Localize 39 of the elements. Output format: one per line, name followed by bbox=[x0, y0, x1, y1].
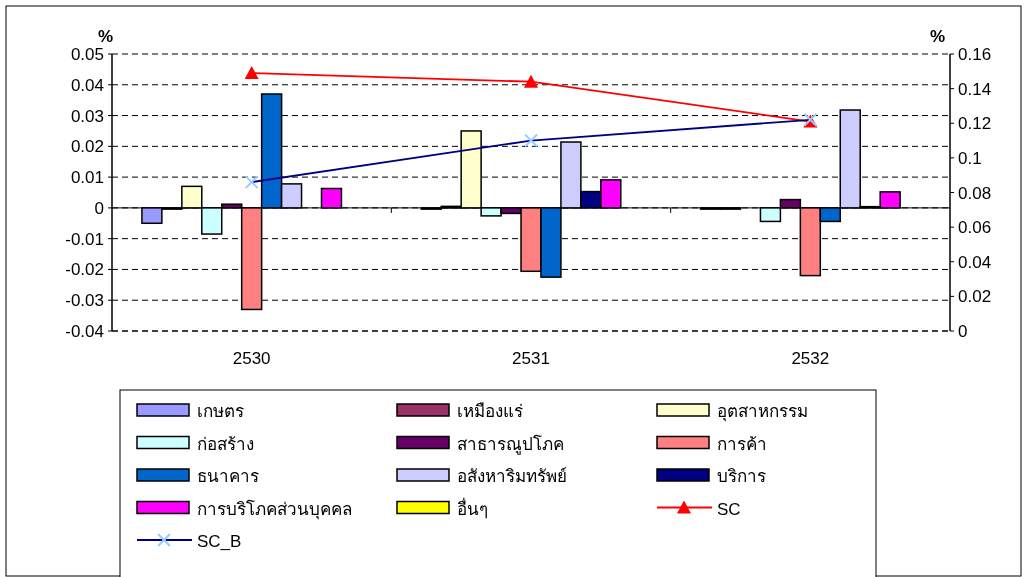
y2-tick-label: 0.16 bbox=[958, 45, 992, 64]
legend-label: ก่อสร้าง bbox=[197, 434, 254, 454]
y2-tick-label: 0.06 bbox=[958, 218, 992, 238]
x-tick-label: 2530 bbox=[232, 349, 271, 368]
legend-label: เหมืองแร่ bbox=[457, 402, 523, 421]
y-tick-label: 0.02 bbox=[70, 137, 104, 157]
legend-label: อื่นๆ bbox=[457, 496, 488, 519]
legend-label: เกษตร bbox=[197, 402, 244, 421]
y-tick-label: -0.03 bbox=[65, 291, 104, 311]
y-tick-label: -0.04 bbox=[65, 322, 104, 341]
y2-tick-label: 0.12 bbox=[958, 114, 992, 134]
x-tick-label: 2532 bbox=[791, 349, 830, 368]
y-tick-label: -0.02 bbox=[65, 260, 104, 280]
x-tick-label: 2531 bbox=[512, 349, 550, 368]
y-tick-label: 0.05 bbox=[70, 45, 104, 64]
y2-tick-label: 0.1 bbox=[958, 148, 982, 168]
legend-label: การค้า bbox=[717, 434, 767, 454]
legend-label: อสังหาริมทรัพย์ bbox=[457, 467, 567, 486]
y2-tick-label: 0.02 bbox=[958, 287, 992, 307]
y2-tick-label: 0.04 bbox=[958, 252, 992, 272]
legend-label: SC bbox=[717, 499, 741, 519]
y-tick-label: 0 bbox=[94, 198, 104, 218]
y2-tick-label: 0.14 bbox=[958, 79, 992, 99]
y2-tick-label: 0 bbox=[958, 322, 968, 341]
legend-label: ธนาคาร bbox=[197, 467, 259, 486]
legend-label: สาธารณูปโภค bbox=[457, 433, 564, 455]
y-axis-title: % bbox=[98, 27, 114, 46]
legend-label: การบริโภคส่วนบุคคล bbox=[197, 498, 352, 520]
y-tick-label: 0.04 bbox=[70, 75, 104, 95]
y2-tick-label: 0.08 bbox=[958, 183, 992, 203]
legend-label: SC_B bbox=[197, 532, 242, 551]
y-tick-label: 0.01 bbox=[70, 168, 104, 188]
y2-axis-title: % bbox=[930, 27, 946, 46]
legend-label: บริการ bbox=[717, 467, 766, 486]
y-tick-label: 0.03 bbox=[70, 106, 104, 126]
y-tick-label: -0.01 bbox=[65, 229, 104, 249]
point bbox=[244, 66, 259, 80]
point bbox=[524, 74, 538, 88]
legend-label: อุตสาหกรรม bbox=[717, 402, 808, 422]
